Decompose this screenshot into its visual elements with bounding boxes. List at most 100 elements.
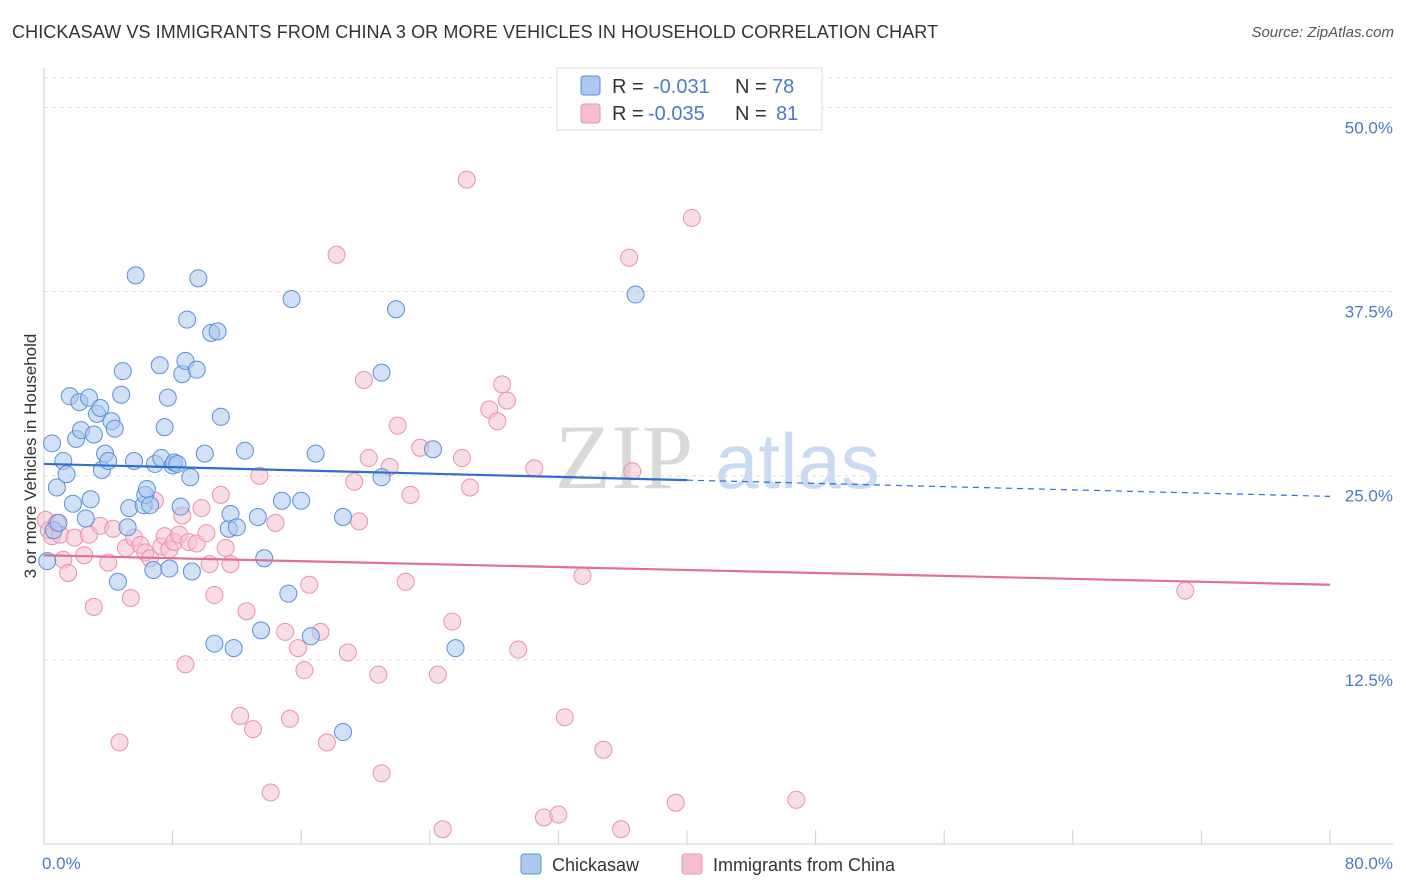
immigrants-point-46 (288, 639, 307, 658)
chickasaw-point-72 (333, 507, 352, 526)
immigrants-point-71 (488, 412, 507, 431)
immigrants-point-69 (460, 478, 479, 497)
immigrants-point-74 (509, 640, 528, 659)
chickasaw-point-43 (168, 454, 187, 473)
immigrants-point-82 (620, 248, 639, 267)
y-tick-label-1: 25.0% (1345, 487, 1393, 506)
immigrants-point-44 (276, 622, 295, 641)
chickasaw-point-61 (235, 441, 254, 460)
immigrants-point-64 (428, 665, 447, 684)
chickasaw-point-64 (255, 549, 274, 568)
immigrants-point-85 (682, 208, 701, 227)
chickasaw-point-52 (195, 444, 214, 463)
chickasaw-point-51 (189, 269, 208, 288)
chickasaw-point-59 (224, 639, 243, 658)
chickasaw-point-77 (446, 639, 465, 658)
chickasaw-point-67 (282, 289, 301, 308)
trend-lines (43, 462, 1331, 586)
chickasaw-point-70 (306, 444, 325, 463)
immigrants-point-73 (497, 391, 516, 410)
legend-n-value-2: 81 (776, 103, 798, 125)
chickasaw-point-65 (272, 491, 291, 510)
chickasaw-point-44 (171, 497, 190, 516)
chickasaw-point-49 (182, 562, 201, 581)
immigrants-point-68 (457, 170, 476, 189)
immigrants-point-14 (110, 733, 129, 752)
immigrants-point-45 (280, 709, 299, 728)
chickasaw-point-47 (178, 310, 197, 329)
watermark-atlas: atlas (715, 417, 880, 505)
immigrants-point-39 (237, 602, 256, 621)
y-tick-label-3: 50.0% (1345, 118, 1393, 137)
immigrants-point-83 (623, 462, 642, 481)
axes (43, 68, 1393, 845)
chickasaw-point-40 (160, 559, 179, 578)
immigrants-point-51 (327, 245, 346, 264)
chickasaw-point-63 (252, 621, 271, 640)
chickasaw-point-60 (227, 518, 246, 537)
bottom-legend-swatch-chickasaw (520, 853, 542, 875)
chickasaw-point-32 (137, 479, 156, 498)
legend-r-label-2: R = (612, 103, 644, 125)
immigrants-point-57 (369, 665, 388, 684)
chickasaw-point-15 (84, 425, 103, 444)
immigrants-point-42 (261, 783, 280, 802)
legend-r-label-1: R = (612, 76, 644, 98)
immigrants-point-54 (350, 512, 369, 531)
chickasaw-point-20 (99, 452, 118, 470)
gridlines (44, 77, 1393, 661)
x-tick-label-min: 0.0% (42, 854, 81, 873)
chickasaw-point-13 (80, 388, 99, 407)
chickasaw-point-50 (187, 360, 206, 379)
immigrants-point-43 (266, 513, 285, 532)
immigrants-point-36 (216, 538, 235, 557)
immigrants-point-67 (452, 449, 471, 468)
immigrants-point-28 (176, 655, 195, 674)
legend-swatch-chickasaw (580, 75, 601, 96)
watermark-zip: ZIP (555, 406, 693, 508)
bottom-legend-immigrants: Immigrants from China (713, 855, 896, 875)
immigrants-point-10 (84, 597, 103, 616)
legend-n-label-2: N = (735, 103, 767, 125)
chickasaw-point-76 (424, 440, 443, 459)
source-label: Source: ZipAtlas.com (1251, 24, 1394, 41)
chickasaw-point-54 (205, 634, 224, 653)
immigrants-point-60 (388, 416, 407, 435)
immigrants-point-62 (401, 485, 420, 504)
immigrants-point-48 (300, 575, 319, 594)
immigrants-point-86 (787, 790, 806, 809)
chickasaw-point-27 (120, 499, 139, 518)
chickasaw-point-23 (108, 572, 127, 591)
chickasaw-point-4 (49, 513, 68, 532)
chickasaw-point-68 (292, 491, 311, 510)
legend-swatch-immigrants (580, 103, 601, 124)
immigrants-point-34 (205, 586, 224, 605)
immigrants-point-12 (99, 553, 118, 572)
chickasaw-point-25 (113, 362, 132, 381)
chickasaw-point-39 (158, 388, 177, 407)
immigrants-point-58 (372, 764, 391, 783)
chickasaw-point-48 (181, 468, 200, 487)
chart-title: CHICKASAW VS IMMIGRANTS FROM CHINA 3 OR … (12, 22, 939, 42)
chickasaw-point-33 (141, 496, 160, 515)
legend-box: R = -0.031 N = 78 R = -0.035 N = 81 (556, 67, 823, 131)
immigrants-point-65 (433, 820, 452, 839)
chickasaw-point-8 (63, 494, 82, 513)
immigrants-point-52 (338, 643, 357, 662)
immigrants-point-81 (612, 820, 631, 839)
chickasaw-point-24 (112, 385, 131, 404)
immigrants-point-61 (396, 572, 415, 591)
chickasaw-point-56 (211, 407, 230, 426)
bottom-legend-chickasaw: Chickasaw (552, 855, 640, 875)
immigrants-point-7 (65, 528, 84, 547)
series-chickasaw-points (38, 266, 645, 742)
immigrants-point-40 (243, 720, 262, 739)
x-tick-label-max: 80.0% (1345, 854, 1393, 873)
chickasaw-point-6 (57, 465, 76, 484)
chickasaw-point-14 (81, 490, 100, 509)
y-tick-label-2: 37.5% (1345, 303, 1393, 322)
immigrants-point-50 (317, 733, 336, 752)
chickasaw-point-1 (43, 434, 62, 453)
chickasaw-point-55 (208, 322, 227, 341)
